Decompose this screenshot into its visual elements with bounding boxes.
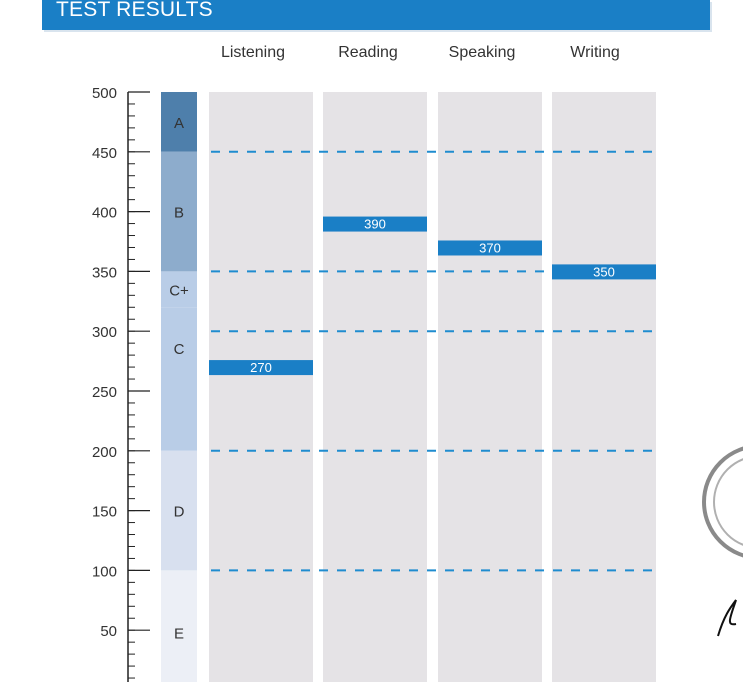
- y-tick-label: 50: [100, 623, 117, 640]
- page-title: TEST RESULTS: [56, 0, 213, 21]
- column-bg-writing: [552, 92, 656, 682]
- category-label-listening: Listening: [220, 44, 286, 61]
- category-label-reading: Reading: [338, 44, 398, 61]
- y-tick-label: 100: [92, 563, 117, 580]
- score-label-reading: 390: [364, 217, 386, 232]
- score-label-writing: 350: [593, 264, 615, 279]
- category-label-speaking: Speaking: [448, 44, 516, 61]
- score-label-listening: 270: [250, 360, 272, 375]
- score-bar-listening: [209, 360, 313, 376]
- level-label: D: [174, 504, 185, 521]
- score-bar-speaking: [438, 240, 542, 256]
- y-tick-label: 350: [92, 264, 117, 281]
- column-bg-reading: [323, 92, 427, 682]
- score-label-speaking: 370: [479, 240, 501, 255]
- column-bg-listening: [209, 92, 313, 682]
- level-label: A: [174, 115, 184, 132]
- level-label: C+: [169, 282, 189, 299]
- level-band-5: [161, 570, 197, 682]
- y-tick-label: 500: [92, 85, 117, 102]
- level-label: C: [174, 341, 185, 358]
- header-bar: TEST RESULTS: [42, 0, 710, 30]
- level-band-2: [161, 271, 197, 308]
- seal-stamp-icon: [702, 446, 743, 637]
- y-tick-label: 300: [92, 324, 117, 341]
- level-band-0: [161, 92, 197, 152]
- level-band-4: [161, 450, 197, 571]
- y-tick-label: 150: [92, 504, 117, 521]
- score-bar-reading: [323, 216, 427, 232]
- column-bg-speaking: [438, 92, 542, 682]
- level-band-3: [161, 307, 197, 451]
- level-label: E: [174, 626, 184, 643]
- y-tick-label: 400: [92, 205, 117, 222]
- y-tick-label: 250: [92, 384, 117, 401]
- y-tick-label: 450: [92, 145, 117, 162]
- level-band-1: [161, 151, 197, 272]
- level-label: B: [174, 205, 184, 222]
- category-label-writing: Writing: [570, 44, 620, 61]
- score-bar-writing: [552, 264, 656, 280]
- y-tick-label: 200: [92, 444, 117, 461]
